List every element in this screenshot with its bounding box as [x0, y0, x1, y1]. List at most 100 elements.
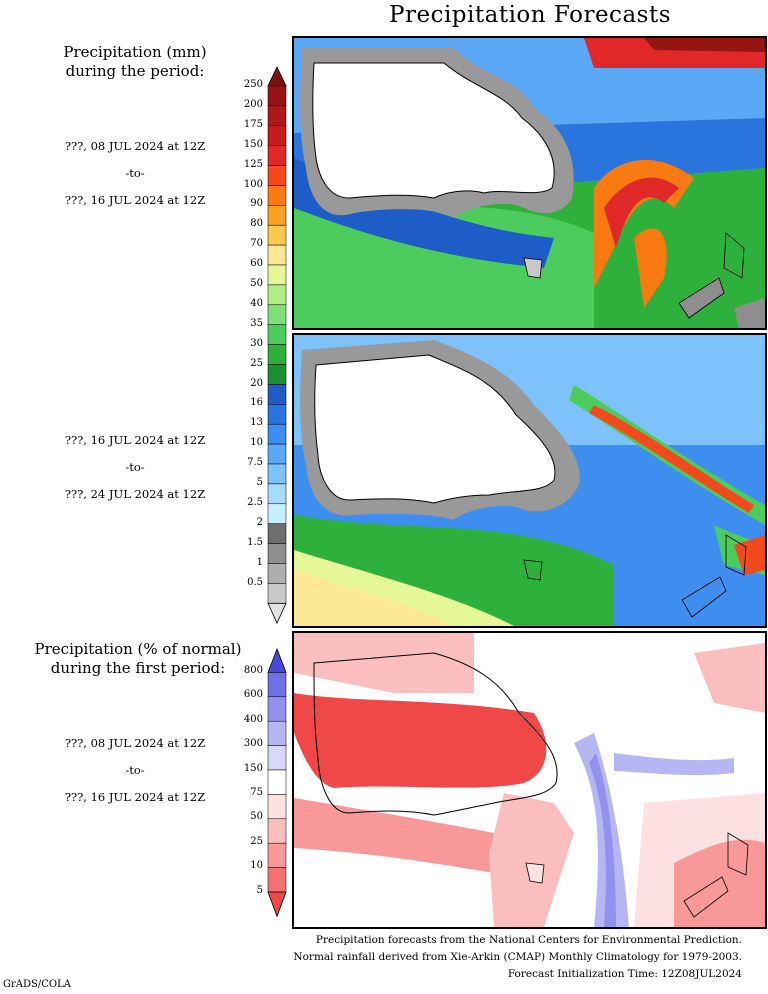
colorbar-mm-tick-label: 40 — [250, 297, 263, 309]
colorbar-mm-tick-label: 35 — [250, 317, 263, 329]
colorbar-mm-swatch — [267, 225, 287, 246]
page-title: Precipitation Forecasts — [388, 2, 672, 28]
colorbar-mm-tick-label: 250 — [243, 79, 263, 90]
colorbar-mm-svg — [267, 66, 287, 625]
period2-start: ???, 16 JUL 2024 at 12Z — [64, 433, 206, 447]
colorbar-mm-swatch — [267, 85, 287, 107]
colorbar-mm-bottom-arrow — [267, 602, 287, 625]
footer-line3: Forecast Initialization Time: 12Z08JUL20… — [507, 968, 742, 980]
colorbar-mm-swatch — [267, 443, 287, 465]
period3-start: ???, 08 JUL 2024 at 12Z — [64, 736, 206, 750]
colorbar-pct-tick-label: 25 — [250, 835, 263, 847]
grads-credit: GrADS/COLA — [3, 979, 71, 990]
colorbar-pct-swatch — [267, 769, 287, 795]
period3-end: ???, 16 JUL 2024 at 12Z — [64, 790, 206, 804]
map-panel-percent-normal — [292, 631, 767, 929]
colorbar-mm-tick-label: 13 — [250, 417, 263, 429]
period2-end: ???, 24 JUL 2024 at 12Z — [64, 487, 206, 501]
colorbar-mm-tick-label: 1.5 — [247, 536, 263, 548]
colorbar-mm-swatch — [267, 424, 287, 445]
colorbar-pct-svg — [267, 647, 287, 918]
colorbar-mm-swatch — [267, 583, 287, 604]
colorbar-mm-tick-label: 125 — [243, 158, 263, 170]
period3-separator: -to- — [125, 763, 145, 777]
colorbar-mm-tick-label: 175 — [243, 118, 263, 130]
colorbar-pct-swatch — [267, 720, 287, 746]
colorbar-mm-tick-label: 20 — [250, 377, 263, 389]
colorbar-mm-swatch — [267, 503, 287, 525]
map-panel-period1 — [292, 36, 767, 330]
colorbar-mm-swatch — [267, 165, 287, 186]
colorbar-mm-swatch — [267, 523, 287, 544]
period2-separator: -to- — [125, 460, 145, 474]
map-panel-period2 — [292, 333, 767, 628]
colorbar-pct-tick-label: 300 — [243, 738, 263, 750]
legend-mm-heading-line1: Precipitation (mm) — [63, 43, 207, 61]
colorbar-mm-swatch — [267, 205, 287, 226]
colorbar-mm-tick-label: 2 — [256, 516, 263, 528]
colorbar-mm-top-arrow — [267, 66, 287, 87]
colorbar-pct-swatch — [267, 744, 287, 770]
colorbar-mm-swatch — [267, 384, 287, 405]
period1-start: ???, 08 JUL 2024 at 12Z — [64, 139, 206, 153]
colorbar-mm-tick-label: 150 — [243, 138, 263, 150]
colorbar-pct-swatch — [267, 793, 287, 819]
colorbar-mm-tick-label: 2.5 — [247, 496, 263, 508]
period1-separator: -to- — [125, 166, 145, 180]
legend-pct-heading-line1: Precipitation (% of normal) — [34, 640, 242, 658]
legend-mm-heading: Precipitation (mm) during the period: — [10, 43, 260, 81]
colorbar-pct-swatch — [267, 696, 287, 722]
colorbar-mm-tick-label: 1 — [256, 556, 263, 568]
colorbar-pct-tick-label: 400 — [243, 713, 263, 725]
colorbar-mm-swatch — [267, 483, 287, 505]
colorbar-pct-bottom-arrow — [267, 891, 287, 918]
colorbar-mm-swatch — [267, 404, 287, 425]
colorbar-mm-tick-label: 90 — [250, 198, 263, 210]
colorbar-mm-tick-label: 10 — [250, 437, 263, 449]
colorbar-mm-swatch — [267, 145, 287, 166]
colorbar-pct-tick-label: 50 — [250, 811, 263, 823]
colorbar-pct-tick-label: 5 — [256, 884, 263, 896]
colorbar-mm-swatch — [267, 304, 287, 326]
legend-pct-heading: Precipitation (% of normal) during the f… — [0, 640, 276, 678]
legend-pct-heading-line2: during the first period: — [50, 659, 226, 677]
period1-end: ???, 16 JUL 2024 at 12Z — [64, 193, 206, 207]
colorbar-pct-tick-label: 150 — [243, 762, 263, 774]
colorbar-pct-swatch — [267, 818, 287, 844]
colorbar-mm-swatch — [267, 463, 287, 485]
colorbar-mm-swatch — [267, 125, 287, 146]
colorbar-mm-swatch — [267, 543, 287, 564]
colorbar-pct-swatch — [267, 671, 287, 697]
colorbar-mm-swatch — [267, 344, 287, 365]
colorbar-mm-tick-label: 7.5 — [247, 457, 263, 469]
colorbar-pct-tick-label: 75 — [250, 787, 263, 798]
colorbar-pct-tick-label: 800 — [243, 665, 263, 676]
colorbar-pct-top-arrow — [267, 647, 287, 673]
footer-line2: Normal rainfall derived from Xie-Arkin (… — [293, 951, 742, 963]
colorbar-mm-tick-label: 16 — [250, 397, 263, 409]
footer-line1: Precipitation forecasts from the Nationa… — [315, 934, 742, 946]
colorbar-mm-swatch — [267, 563, 287, 584]
colorbar-mm-tick-label: 80 — [250, 218, 263, 230]
colorbar-mm-tick-label: 100 — [243, 178, 263, 190]
colorbar-mm-tick-label: 30 — [250, 337, 263, 349]
colorbar-pct-tick-label: 10 — [250, 860, 263, 872]
colorbar-pct-swatch — [267, 842, 287, 868]
colorbar-mm-swatch — [267, 284, 287, 306]
colorbar-mm-tick-label: 25 — [250, 357, 263, 369]
colorbar-mm-tick-label: 0.5 — [247, 576, 263, 588]
colorbar-pct-swatch — [267, 866, 287, 892]
colorbar-mm-swatch — [267, 364, 287, 385]
colorbar-mm-swatch — [267, 324, 287, 345]
colorbar-mm-tick-label: 70 — [250, 238, 263, 250]
colorbar-mm-tick-label: 60 — [250, 258, 263, 270]
colorbar-mm-swatch — [267, 185, 287, 206]
colorbar-mm-swatch — [267, 264, 287, 286]
colorbar-pct-tick-label: 600 — [243, 689, 263, 701]
colorbar-mm-swatch — [267, 244, 287, 266]
colorbar-mm-tick-label: 5 — [256, 477, 263, 488]
legend-mm-heading-line2: during the period: — [65, 62, 205, 80]
colorbar-mm-tick-label: 200 — [243, 98, 263, 110]
colorbar-mm-tick-label: 50 — [250, 278, 263, 289]
colorbar-mm-swatch — [267, 105, 287, 127]
